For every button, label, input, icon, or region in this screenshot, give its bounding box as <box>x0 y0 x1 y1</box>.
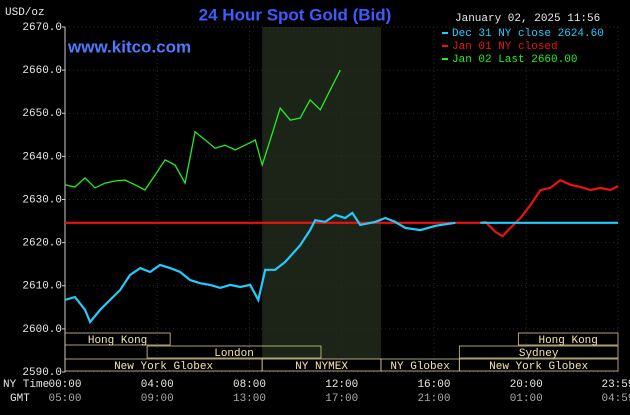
x-tick-label: 04:00 <box>141 379 174 391</box>
y-tick-label: 2590.0 <box>22 367 62 379</box>
y-tick-label: 2660.0 <box>22 65 62 77</box>
session-label: Hong Kong <box>538 335 597 347</box>
x2-tick-label: 09:00 <box>141 393 174 405</box>
x2-tick-label: 01:00 <box>510 393 543 405</box>
session-label: New York Globex <box>489 361 588 373</box>
x2-tick-label: 05:00 <box>48 393 81 405</box>
x2-axis-label: GMT <box>10 393 30 405</box>
x2-tick-label: 21:00 <box>417 393 450 405</box>
x-tick-label: 16:00 <box>417 379 450 391</box>
session-label: London <box>214 348 254 360</box>
y-tick-label: 2600.0 <box>22 324 62 336</box>
price-line <box>65 178 619 238</box>
session-label: Hong Kong <box>88 335 147 347</box>
session-bar <box>458 358 619 372</box>
session-bar <box>146 345 322 359</box>
legend-entry: Jan 02 Last 2660.00 <box>452 54 577 66</box>
x2-tick-label: 04:59 <box>601 393 630 405</box>
legend-entry: Dec 31 NY close 2624.60 <box>452 28 604 40</box>
chart-title: 24 Hour Spot Gold (Bid) <box>199 5 392 24</box>
x-tick-label: 00:00 <box>48 379 81 391</box>
y-tick-label: 2620.0 <box>22 238 62 250</box>
price-line <box>64 69 341 191</box>
x-tick-label: 12:00 <box>325 379 358 391</box>
y-tick-label: 2610.0 <box>22 281 62 293</box>
price-line <box>64 211 618 325</box>
site-link: www.kitco.com <box>67 37 191 56</box>
x-axis-label: NY Time <box>3 379 49 391</box>
timestamp: January 02, 2025 11:56 <box>455 13 600 25</box>
x2-tick-label: 17:00 <box>325 393 358 405</box>
y-axis-label: USD/oz <box>5 7 45 19</box>
session-label: NY Globex <box>390 361 450 373</box>
session-label: Sydney <box>519 348 559 360</box>
session-bar <box>517 332 619 346</box>
y-tick-label: 2640.0 <box>22 151 62 163</box>
y-tick-label: 2670.0 <box>22 22 62 34</box>
y-tick-label: 2630.0 <box>22 194 62 206</box>
legend-entry: Jan 01 NY closed <box>452 41 558 53</box>
session-bar <box>458 345 619 359</box>
x-tick-label: 08:00 <box>233 379 266 391</box>
session-label: New York Globex <box>114 361 213 373</box>
y-tick-label: 2650.0 <box>22 108 62 120</box>
x-tick-label: 20:00 <box>510 379 543 391</box>
x2-tick-label: 13:00 <box>233 393 266 405</box>
x-tick-label: 23:59 <box>601 379 630 391</box>
session-bar <box>64 332 171 346</box>
session-label: NY NYMEX <box>295 361 348 373</box>
session-shade <box>262 27 381 359</box>
